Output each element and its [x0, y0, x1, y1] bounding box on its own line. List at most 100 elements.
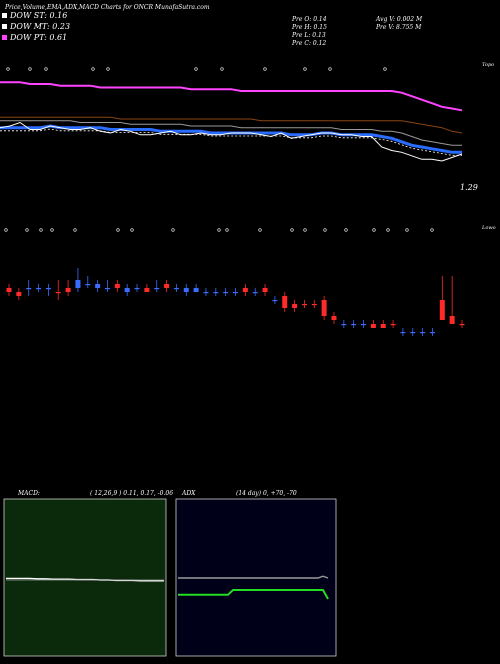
ema-series-line	[0, 120, 462, 146]
candle-body	[134, 288, 140, 290]
candle-body	[144, 288, 150, 292]
legend-item: DOW ST: 0.16	[9, 11, 67, 20]
candle-body	[173, 288, 179, 290]
candle-body	[321, 300, 327, 316]
marker-mid	[217, 228, 221, 232]
candle-body	[154, 288, 160, 290]
candle-body	[95, 284, 101, 288]
marker-mid	[386, 228, 390, 232]
marker-mid	[73, 228, 77, 232]
marker-top	[383, 67, 387, 71]
candle-body	[55, 292, 61, 294]
candle-body	[26, 288, 32, 290]
candle-body	[272, 300, 278, 302]
marker-top	[328, 67, 332, 71]
marker-mid	[372, 228, 376, 232]
candle-body	[370, 324, 376, 328]
candle-body	[75, 280, 81, 288]
ema-series-line	[0, 124, 462, 154]
macd-frame	[3, 498, 167, 657]
macd-title: MACD:	[17, 490, 40, 497]
adx-subtitle: (14 day) 0, +70, -70	[236, 490, 297, 497]
candle-body	[164, 284, 170, 288]
candle-body	[223, 292, 229, 294]
candle-body	[193, 288, 199, 292]
marker-top	[106, 67, 110, 71]
low-label: Lowo	[481, 225, 496, 231]
prev-value: Pre H: 0.15	[291, 24, 327, 31]
marker-top	[28, 67, 32, 71]
candle-body	[301, 304, 307, 306]
marker-mid	[344, 228, 348, 232]
candle-body	[341, 324, 347, 326]
candle-body	[183, 288, 189, 292]
legend-item: DOW PT: 0.61	[9, 33, 67, 42]
prev-value: Pre L: 0.13	[291, 32, 326, 39]
candle-body	[429, 332, 435, 334]
marker-mid	[405, 228, 409, 232]
marker-mid	[303, 228, 307, 232]
prev-value: Pre C: 0.12	[291, 40, 326, 47]
candle-body	[380, 324, 386, 328]
marker-mid	[290, 228, 294, 232]
candle-body	[311, 304, 317, 306]
legend-swatch	[2, 24, 7, 29]
candle-body	[459, 324, 465, 326]
candle-body	[85, 284, 91, 286]
candle-body	[439, 300, 445, 320]
marker-top	[220, 67, 224, 71]
candle-body	[124, 288, 130, 292]
ema-dashed-line	[0, 128, 462, 156]
marker-mid	[258, 228, 262, 232]
prev-value: Pre O: 0.14	[291, 16, 327, 23]
marker-top	[303, 67, 307, 71]
candle-body	[390, 324, 396, 326]
ema-series-line	[0, 116, 463, 134]
marker-mid	[171, 228, 175, 232]
candle-body	[65, 288, 71, 292]
adx-line	[178, 575, 329, 579]
candle-body	[213, 292, 219, 294]
legend-swatch	[2, 13, 7, 18]
marker-top	[263, 67, 267, 71]
candle-body	[292, 304, 298, 308]
top-label: Topo	[482, 62, 494, 68]
marker-top	[44, 67, 48, 71]
candle-body	[410, 332, 416, 334]
ema-series-line	[0, 121, 463, 162]
adx-line	[178, 589, 329, 600]
candle-body	[361, 324, 367, 326]
page-title: Price,Volume,EMA,ADX,MACD Charts for ONC…	[4, 4, 210, 11]
marker-mid	[430, 228, 434, 232]
marker-mid	[25, 228, 29, 232]
marker-top	[194, 67, 198, 71]
marker-top	[6, 67, 10, 71]
candle-body	[331, 316, 337, 320]
candle-body	[400, 332, 406, 334]
adx-title: ADX	[181, 490, 196, 497]
marker-mid	[130, 228, 134, 232]
candle-body	[104, 288, 110, 290]
candle-body	[449, 316, 455, 324]
marker-mid	[116, 228, 120, 232]
candle-body	[252, 292, 258, 294]
candle-body	[242, 288, 248, 292]
candle-body	[45, 288, 51, 290]
candle-body	[420, 332, 426, 334]
candle-body	[36, 288, 42, 290]
candle-body	[16, 292, 22, 296]
ema-series-line	[0, 81, 463, 112]
marker-mid	[323, 228, 327, 232]
candle-body	[233, 292, 238, 294]
legend-swatch	[2, 35, 7, 40]
macd-subtitle: ( 12,26,9 ) 0.11, 0.17, -0.06	[90, 490, 173, 497]
marker-mid	[39, 228, 43, 232]
marker-mid	[50, 228, 54, 232]
candle-body	[203, 292, 209, 294]
candle-body	[262, 288, 268, 292]
marker-mid	[4, 228, 8, 232]
volume-value: Pre V: 8.755 M	[375, 24, 422, 31]
price-label: 1.29	[460, 183, 478, 192]
marker-top	[91, 67, 95, 71]
